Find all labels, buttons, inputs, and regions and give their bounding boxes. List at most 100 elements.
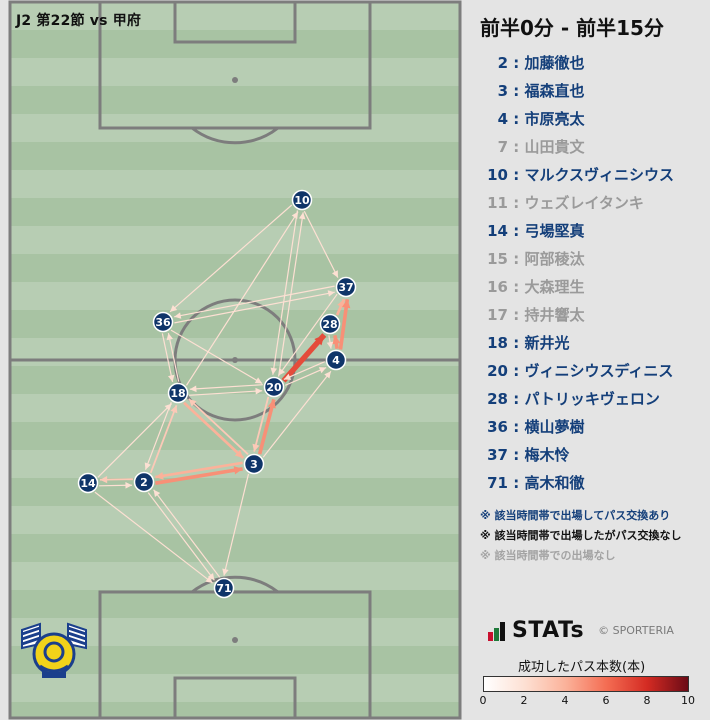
pass-edge <box>303 210 339 278</box>
player-node-label: 10 <box>294 194 310 207</box>
player-node <box>213 577 235 599</box>
pass-arrowhead <box>252 443 260 452</box>
pitch-stripe <box>10 366 460 394</box>
pitch-stripe <box>10 86 460 114</box>
roster-separator: : <box>508 278 525 296</box>
roster-item: 36 : 横山夢樹 <box>480 416 674 444</box>
roster-number: 28 <box>487 390 508 408</box>
pass-edge <box>149 404 178 474</box>
pass-arrowhead <box>125 482 133 489</box>
pass-network-pitch: 10 37 36 28 4 18 20 3 2 14 71 J2 第22節 vs 甲府 <box>8 0 462 720</box>
roster-item: 71 : 高木和徹 <box>480 472 674 500</box>
pass-arrowhead <box>144 462 151 470</box>
note-no-pass: ※ 該当時間帯で出場したがパス交換なし <box>480 529 682 542</box>
pitch-stripe <box>10 590 460 618</box>
roster-item: 16 : 大森理生 <box>480 276 674 304</box>
legend-notes: ※ 該当時間帯で出場してパス交換あり ※ 該当時間帯で出場したがパス交換なし ※… <box>480 509 682 569</box>
pitch-stripe <box>10 646 460 674</box>
pass-arrowhead <box>254 377 263 384</box>
player-node <box>319 313 341 335</box>
pitch-stripe <box>10 170 460 198</box>
roster-item: 10 : マルクスヴィニシウス <box>480 164 674 192</box>
pass-edge <box>223 473 250 576</box>
roster-separator: : <box>508 362 525 380</box>
roster-separator: : <box>508 446 525 464</box>
pass-edge <box>147 492 215 581</box>
roster-number: 4 <box>497 110 508 128</box>
pass-arrowhead <box>255 387 263 395</box>
note-active: ※ 該当時間帯で出場してパス交換あり <box>480 509 671 522</box>
roster-item: 20 : ヴィニシウスディニス <box>480 360 674 388</box>
top-goal-area <box>173 0 297 44</box>
roster-name: 梅木怜 <box>524 446 570 464</box>
pass-arrowhead <box>189 385 197 393</box>
pass-edge <box>188 398 249 455</box>
pass-edge <box>338 299 350 350</box>
roster-name: 高木和徹 <box>524 474 585 492</box>
pitch-stripe <box>10 282 460 310</box>
player-node-label: 2 <box>140 476 148 489</box>
pass-arrowhead <box>332 335 341 345</box>
roster-number: 71 <box>487 474 508 492</box>
pass-edge <box>285 366 327 386</box>
stats-bars-icon <box>488 621 506 641</box>
pass-arrowhead <box>234 449 244 459</box>
pass-arrowhead <box>342 299 351 309</box>
player-node <box>243 453 265 475</box>
roster-number: 37 <box>487 446 508 464</box>
pitch-stripe <box>10 394 460 422</box>
roster-name: 弓場堅真 <box>524 222 585 240</box>
pass-arrowhead <box>99 476 108 484</box>
player-node-label: 18 <box>170 387 185 400</box>
roster-item: 4 : 市原亮太 <box>480 108 674 136</box>
roster-name: 福森直也 <box>524 82 585 100</box>
roster-item: 17 : 持井響太 <box>480 304 674 332</box>
roster-number: 11 <box>487 194 508 212</box>
roster-name: 新井光 <box>524 334 570 352</box>
pass-edge <box>155 467 243 485</box>
roster-separator: : <box>508 166 525 184</box>
roster-separator: : <box>508 54 525 72</box>
top-penalty-spot <box>232 77 238 83</box>
roster-item: 14 : 弓場堅真 <box>480 220 674 248</box>
pass-edge <box>283 361 325 381</box>
pass-arrowhead <box>283 373 292 380</box>
roster-item: 18 : 新井光 <box>480 332 674 360</box>
pitch-stripe <box>10 702 460 718</box>
pass-edge <box>169 204 293 313</box>
pitch-stripe <box>10 226 460 254</box>
scale-tick: 2 <box>520 694 528 707</box>
roster-number: 18 <box>487 334 508 352</box>
pass-arrowhead <box>331 270 338 278</box>
player-node <box>325 349 347 371</box>
pass-count-colorbar <box>483 676 689 692</box>
pass-arrowhead <box>170 405 178 414</box>
player-node-label: 3 <box>250 458 258 471</box>
bottom-goal-area <box>173 676 297 720</box>
pass-edge <box>183 401 245 459</box>
center-spot <box>232 357 238 363</box>
player-node <box>291 189 313 211</box>
roster-name: 持井響太 <box>524 306 585 324</box>
player-node-label: 14 <box>80 477 96 490</box>
roster-number: 14 <box>487 222 508 240</box>
pass-edge <box>278 293 338 376</box>
roster-number: 17 <box>487 306 508 324</box>
pitch-stripe <box>10 198 460 226</box>
scale-tick: 6 <box>602 694 610 707</box>
pass-arrowhead <box>298 212 306 220</box>
roster-separator: : <box>508 306 525 324</box>
pitch-stripe <box>10 254 460 282</box>
pitch-stripe <box>10 478 460 506</box>
match-label: J2 第22節 vs 甲府 <box>16 13 142 29</box>
roster-number: 10 <box>487 166 508 184</box>
player-node-label: 71 <box>216 582 231 595</box>
pass-edge <box>281 333 327 383</box>
pass-arrowhead <box>318 367 327 374</box>
pass-edge <box>153 489 221 578</box>
pass-arrowhead <box>267 399 276 409</box>
roster-number: 3 <box>497 82 508 100</box>
copyright: © SPORTERIA <box>598 624 674 637</box>
roster-separator: : <box>508 138 525 156</box>
player-node-label: 36 <box>155 316 171 329</box>
